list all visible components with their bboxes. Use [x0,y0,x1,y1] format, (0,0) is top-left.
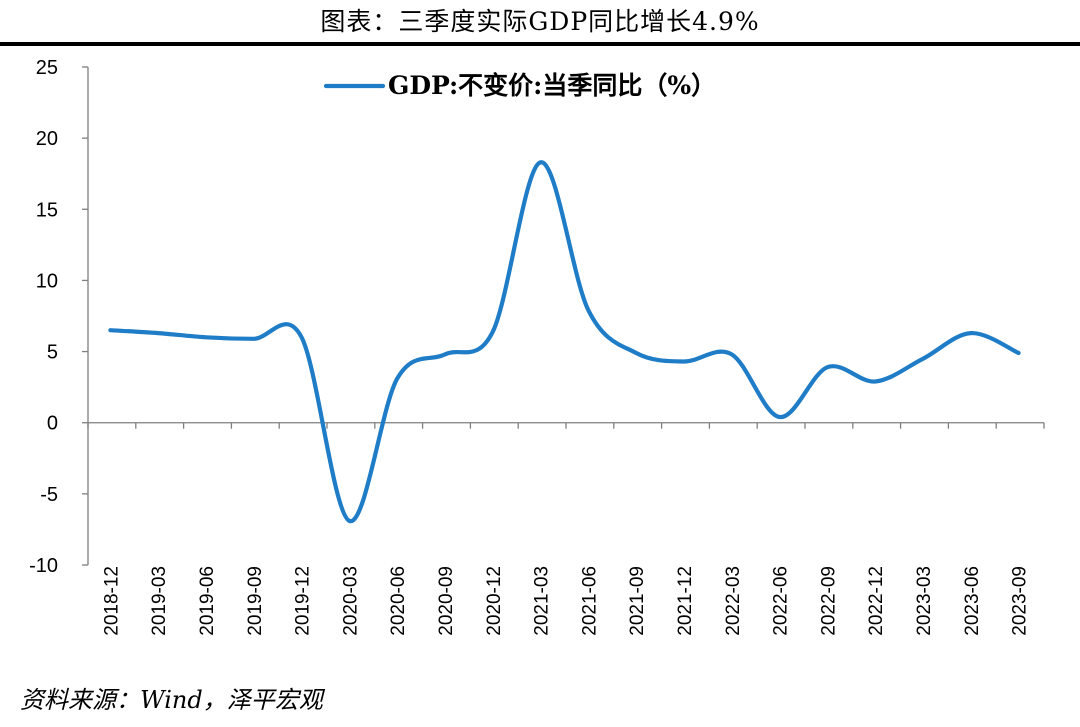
y-tick-label: 15 [36,199,58,221]
x-tick-label: 2021-03 [532,566,553,636]
y-tick-label: 10 [36,270,58,292]
title-divider [0,42,1080,46]
y-tick-label: 5 [47,342,58,364]
y-tick-label: -10 [29,555,58,577]
x-tick-label: 2020-03 [340,566,361,636]
x-tick-label: 2021-12 [675,566,696,636]
x-tick-label: 2022-03 [723,566,744,636]
x-tick-label: 2023-03 [914,566,935,636]
x-tick-label: 2023-06 [962,566,983,636]
x-tick-label: 2019-03 [149,566,170,636]
x-tick-label: 2022-09 [818,566,839,636]
y-tick-label: -5 [40,484,58,506]
x-tick-label: 2019-12 [293,566,314,636]
x-tick-label: 2020-12 [484,566,505,636]
x-tick-label: 2021-06 [579,566,600,636]
y-tick-label: 20 [36,128,58,150]
x-tick-label: 2022-12 [866,566,887,636]
x-tick-label: 2018-12 [101,566,122,636]
page-title: 图表：三季度实际GDP同比增长4.9% [320,7,760,36]
gdp-series-line [108,160,1021,524]
x-tick-label: 2022-06 [771,566,792,636]
x-tick-label: 2020-09 [436,566,457,636]
y-tick-label: 0 [47,413,58,435]
x-tick-label: 2019-09 [245,566,266,636]
x-tick-label: 2019-06 [197,566,218,636]
x-tick-label: 2023-09 [1010,566,1031,636]
legend-label: GDP:不变价:当季同比（%） [388,71,716,100]
x-tick-label: 2020-06 [388,566,409,636]
x-tick-label: 2021-09 [627,566,648,636]
y-tick-label: 25 [36,57,58,79]
gdp-line-chart: -10 -5 0 5 10 15 20 25 2018-12 2019-03 2019-06 2019… [29,57,1045,636]
source-note: 资料来源：Wind，泽平宏观 [20,686,323,714]
